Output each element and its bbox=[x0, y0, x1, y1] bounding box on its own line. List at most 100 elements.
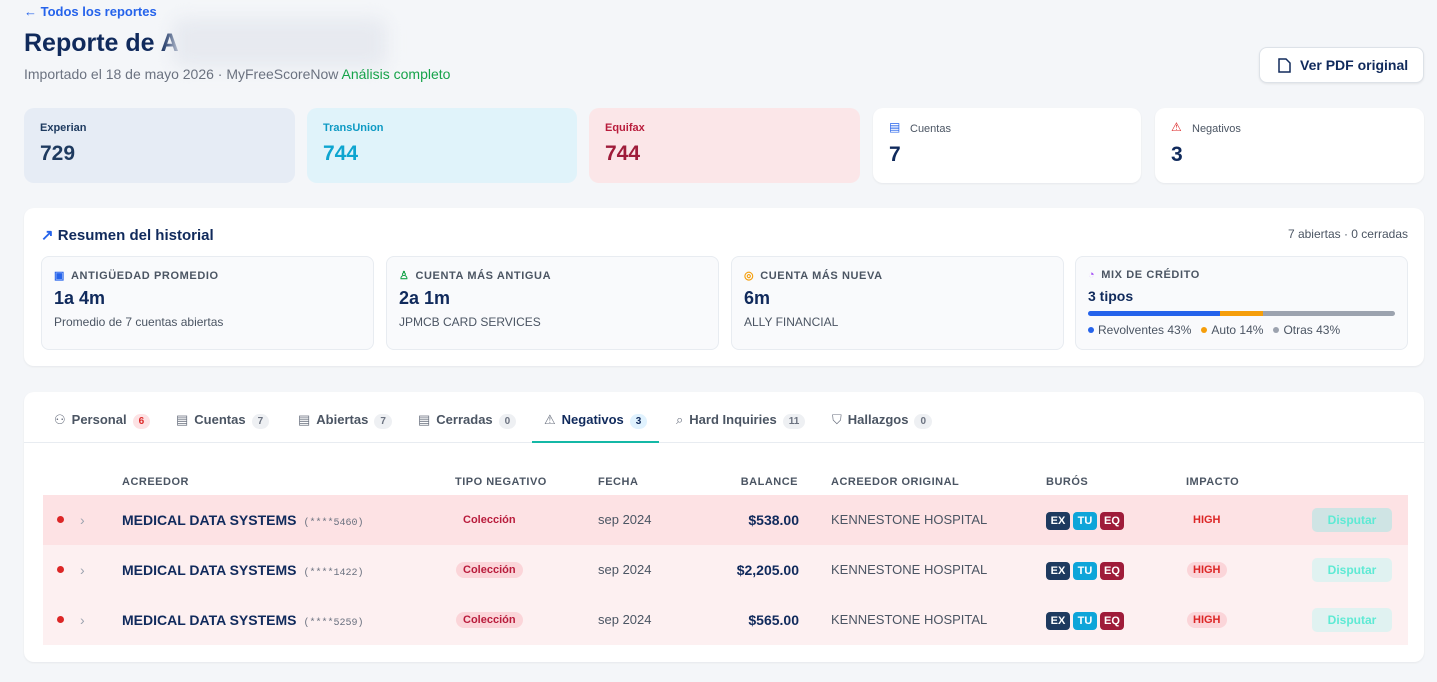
bureau-badge: TU bbox=[1073, 562, 1097, 580]
dispute-button[interactable]: Disputar bbox=[1312, 508, 1392, 532]
balance: $2,205.00 bbox=[736, 562, 799, 578]
stat-card: ⚠ Negativos 3 bbox=[1155, 108, 1424, 183]
mix-bar bbox=[1088, 311, 1395, 316]
negative-type: Colección bbox=[463, 514, 516, 526]
tab-label[interactable]: Cerradas bbox=[436, 412, 493, 427]
summary-title-text: Resumen del historial bbox=[57, 227, 214, 244]
tab-count[interactable]: 0 bbox=[498, 414, 517, 429]
bureau-badge: EX bbox=[1046, 562, 1070, 580]
import-info: Importado el 18 de mayo 2026 · MyFreeSco… bbox=[24, 66, 339, 82]
tab-count[interactable]: 0 bbox=[914, 414, 933, 429]
column-header: BALANCE bbox=[740, 476, 798, 488]
score-label: TransUnion bbox=[323, 122, 384, 134]
column-header: ACREEDOR ORIGINAL bbox=[831, 476, 960, 488]
stat-card: ▤ Cuentas 7 bbox=[873, 108, 1141, 183]
column-header: BURÓS bbox=[1046, 476, 1089, 488]
summary-title: ↗ Resumen del historial bbox=[41, 227, 214, 244]
tab-count[interactable]: 11 bbox=[782, 414, 806, 429]
bureau-badge: TU bbox=[1073, 512, 1097, 530]
tab[interactable]: ▤ Cerradas 0 bbox=[418, 412, 517, 443]
tab[interactable]: ▤ Cuentas 7 bbox=[176, 412, 270, 443]
tab-divider bbox=[24, 442, 1424, 443]
tab[interactable]: ⚠ Negativos 3 bbox=[532, 412, 660, 443]
summary-label-text: CUENTA MÁS NUEVA bbox=[760, 270, 883, 282]
bureau-badge: EQ bbox=[1100, 612, 1124, 630]
mix-segment bbox=[1088, 311, 1220, 316]
account-number: (****5259) bbox=[303, 618, 364, 629]
mix-legend-item: Auto 14% bbox=[1201, 323, 1263, 337]
bureau-badge: EX bbox=[1046, 612, 1070, 630]
status: Análisis completo bbox=[341, 66, 451, 82]
mix-label: ◔ MIX DE CRÉDITO bbox=[1088, 269, 1200, 281]
score-value: 744 bbox=[605, 142, 641, 165]
creditor: MEDICAL DATA SYSTEMS (****5460) bbox=[122, 495, 364, 549]
tab-label[interactable]: Hard Inquiries bbox=[689, 412, 777, 427]
tab-icon: ▤ bbox=[298, 412, 311, 427]
tab-count[interactable]: 6 bbox=[132, 414, 151, 429]
summary-card: ▣ ANTIGÜEDAD PROMEDIO 1a 4m Promedio de 7 c… bbox=[41, 256, 374, 350]
mix-value: 3 tipos bbox=[1088, 288, 1134, 304]
tab-label[interactable]: Cuentas bbox=[194, 412, 246, 427]
bureau-badge: TU bbox=[1073, 612, 1097, 630]
mix-legend-item: Revolventes 43% bbox=[1088, 323, 1191, 337]
creditor-name: MEDICAL DATA SYSTEMS bbox=[122, 512, 297, 528]
expand-chevron[interactable]: › bbox=[80, 512, 85, 528]
balance: $538.00 bbox=[748, 512, 799, 528]
table-row[interactable]: › MEDICAL DATA SYSTEMS (****5259) Colección… bbox=[43, 595, 1408, 645]
original-creditor: KENNESTONE HOSPITAL bbox=[831, 612, 988, 627]
tab-label[interactable]: Personal bbox=[71, 412, 127, 427]
score-value: 729 bbox=[40, 142, 76, 165]
tab-label[interactable]: Hallazgos bbox=[847, 412, 909, 427]
score-card: Experian 729 bbox=[24, 108, 295, 183]
expand-chevron[interactable]: › bbox=[80, 612, 85, 628]
pdf-button[interactable]: Ver PDF original bbox=[1259, 47, 1424, 83]
legend-dot bbox=[1273, 327, 1280, 333]
tab-label[interactable]: Abiertas bbox=[316, 412, 369, 427]
table-row[interactable]: › MEDICAL DATA SYSTEMS (****5460) Colección… bbox=[43, 495, 1408, 545]
summary-value: 6m bbox=[744, 288, 771, 308]
score-card: Equifax 744 bbox=[589, 108, 860, 183]
dispute-button[interactable]: Disputar bbox=[1312, 558, 1392, 582]
tab-label[interactable]: Negativos bbox=[561, 412, 624, 427]
stat-value: 7 bbox=[889, 143, 901, 166]
tab[interactable]: ▤ Abiertas 7 bbox=[298, 412, 392, 443]
pdf-label[interactable]: Ver PDF original bbox=[1300, 57, 1409, 73]
summary-value: 1a 4m bbox=[54, 288, 106, 308]
column-header: TIPO NEGATIVO bbox=[455, 476, 547, 488]
table-row[interactable]: › MEDICAL DATA SYSTEMS (****1422) Colección… bbox=[43, 545, 1408, 595]
expand-chevron[interactable]: › bbox=[80, 562, 85, 578]
summary-label-text: CUENTA MÁS ANTIGUA bbox=[415, 270, 552, 282]
tab-icon: ⛉ bbox=[832, 412, 842, 427]
tab[interactable]: ⚇ Personal 6 bbox=[54, 412, 151, 443]
tab[interactable]: ⌕ Hard Inquiries 11 bbox=[676, 412, 806, 443]
legend-text: Auto 14% bbox=[1211, 323, 1264, 337]
summary-icon: ◎ bbox=[744, 270, 755, 282]
stat-icon: ▤ bbox=[889, 120, 901, 134]
pdf-icon bbox=[1278, 58, 1291, 73]
impact: HIGH bbox=[1187, 562, 1227, 578]
tab-icon: ⚇ bbox=[54, 412, 66, 427]
tab[interactable]: ⛉ Hallazgos 0 bbox=[832, 412, 933, 443]
tab-icon: ▤ bbox=[176, 412, 189, 427]
score-card: TransUnion 744 bbox=[307, 108, 577, 183]
tab-count[interactable]: 7 bbox=[251, 414, 270, 429]
back-link[interactable]: ← Todos los reportes bbox=[24, 4, 157, 19]
dispute-button[interactable]: Disputar bbox=[1312, 608, 1392, 632]
bureau-badge: EQ bbox=[1100, 562, 1124, 580]
back-text[interactable]: Todos los reportes bbox=[40, 4, 157, 19]
tab-count[interactable]: 7 bbox=[374, 414, 392, 429]
redaction bbox=[172, 18, 387, 68]
score-value: 744 bbox=[323, 142, 359, 165]
summary-label: ◎ CUENTA MÁS NUEVA bbox=[744, 269, 883, 282]
status-dot bbox=[57, 516, 64, 523]
bureau-badge: EQ bbox=[1100, 512, 1124, 530]
original-creditor: KENNESTONE HOSPITAL bbox=[831, 562, 988, 577]
summary-icon: ▣ bbox=[54, 270, 65, 282]
legend-text: Otras 43% bbox=[1283, 323, 1341, 337]
bureau-badge: EX bbox=[1046, 512, 1070, 530]
tab-count[interactable]: 3 bbox=[629, 414, 648, 429]
summary-panel: ↗ Resumen del historial 7 abiertas · 0 c… bbox=[24, 208, 1424, 366]
summary-value: 2a 1m bbox=[399, 288, 451, 308]
summary-card: ◎ CUENTA MÁS NUEVA 6m ALLY FINANCIAL bbox=[731, 256, 1064, 350]
creditor: MEDICAL DATA SYSTEMS (****1422) bbox=[122, 545, 364, 599]
